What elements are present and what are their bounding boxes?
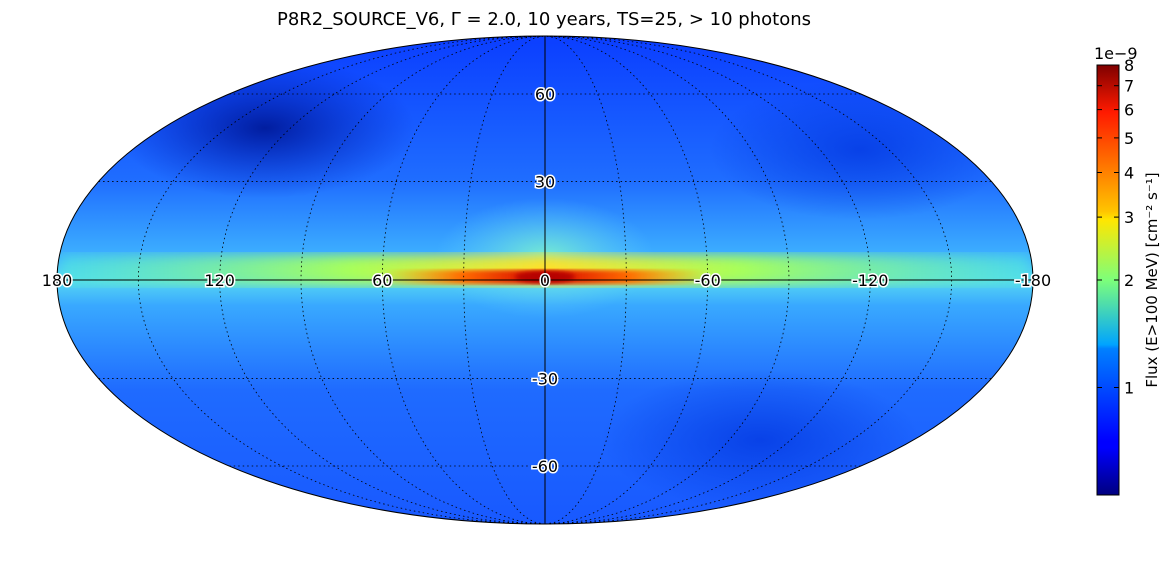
colorbar-exponent: 1e−9 [1094, 44, 1138, 63]
sky-outline [56, 35, 1034, 525]
longitude-label: -180 [1015, 271, 1051, 290]
longitude-label: 60 [372, 271, 392, 290]
colorbar-tick-label: 8 [1124, 56, 1134, 75]
longitude-label: -120 [852, 271, 888, 290]
coordinate-labels: 180 120 60 0 -60 -120 -180 60 30 -30 -60 [40, 84, 1052, 478]
colorbar-tick-label: 5 [1124, 129, 1134, 148]
meridian-line [137, 35, 546, 525]
colorbar-ticks: 1 2 3 4 5 6 7 8 [1097, 56, 1134, 398]
meridian-line [544, 35, 627, 525]
latitude-label: -60 [532, 457, 558, 476]
colorbar-tick-label: 1 [1124, 379, 1134, 398]
colorbar-tick-label: 3 [1124, 208, 1134, 227]
meridian-line [463, 35, 546, 525]
low-flux-region-se [600, 370, 920, 510]
longitude-label: -60 [695, 271, 721, 290]
meridian-line [544, 35, 871, 525]
low-flux-region-nw [115, 58, 415, 198]
low-flux-region-ne [710, 80, 1010, 220]
colorbar: 1e−9 1 2 3 4 5 6 7 8 Flux (E>100 MeV) [cm⁻² s⁻¹… [1094, 44, 1161, 496]
meridian-line [544, 35, 953, 525]
colorbar-tick-label: 2 [1124, 271, 1134, 290]
chart-title: P8R2_SOURCE_V6, Γ = 2.0, 10 years, TS=25… [276, 9, 811, 30]
colorbar-tick-label: 7 [1124, 77, 1134, 96]
latitude-label: -30 [532, 370, 558, 389]
colorbar-tick-label: 4 [1124, 164, 1134, 183]
graticule [57, 35, 1033, 525]
longitude-label: 120 [204, 271, 235, 290]
colorbar-tick-label: 6 [1124, 101, 1134, 120]
longitude-label: 0 [540, 271, 550, 290]
latitude-label: 60 [535, 85, 555, 104]
latitude-label: 30 [535, 172, 555, 191]
longitude-label: 180 [42, 271, 73, 290]
meridian-line [219, 35, 546, 525]
colorbar-label: Flux (E>100 MeV) [cm⁻² s⁻¹] [1143, 172, 1161, 387]
